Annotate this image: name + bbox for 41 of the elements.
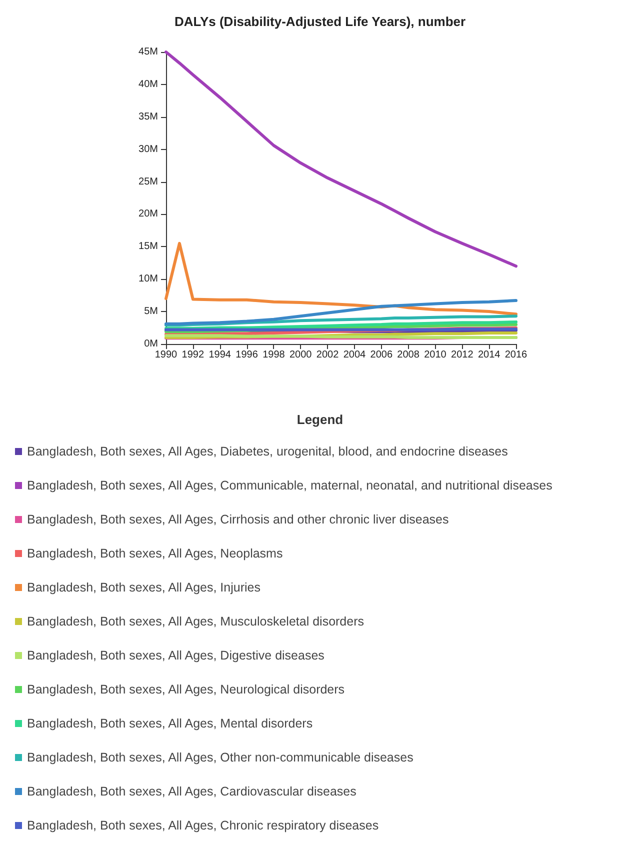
y-tick-label: 10M: [138, 274, 158, 285]
x-tick-label: 2012: [451, 350, 474, 360]
legend-label: Bangladesh, Both sexes, All Ages, Mental disorders: [27, 716, 313, 730]
x-tick-label: 1990: [154, 350, 178, 360]
x-tick-label: 1994: [208, 350, 232, 360]
legend-label: Bangladesh, Both sexes, All Ages, Cardiovascular diseases: [27, 784, 356, 798]
legend-label: Bangladesh, Both sexes, All Ages, Musculoskeletal disorders: [27, 614, 364, 628]
legend-label: Bangladesh, Both sexes, All Ages, Injuries: [27, 580, 260, 594]
x-tick-label: 1992: [182, 350, 204, 360]
y-tick-label: 25M: [138, 176, 158, 188]
x-tick-label: 2016: [504, 350, 528, 360]
x-tick-label: 2006: [370, 350, 393, 360]
y-tick-label: 20M: [138, 208, 158, 220]
line-series: [164, 242, 518, 316]
x-tick-label: 2002: [316, 350, 340, 360]
x-tick-label: 2008: [397, 350, 420, 360]
y-tick-label: 0M: [144, 338, 158, 350]
legend-title: Legend: [296, 412, 344, 427]
legend-label: Bangladesh, Both sexes, All Ages, Other non-communicable diseases: [27, 750, 414, 764]
x-tick-label: 2014: [478, 350, 501, 360]
chart-title: DALYs (Disability-Adjusted Life Years), number: [174, 14, 466, 29]
legend-label: Bangladesh, Both sexes, All Ages, Diabetes, urogenital, blood, and endocrine diseases: [27, 444, 508, 458]
y-tick-label: 45M: [138, 46, 158, 58]
line-series: [164, 299, 518, 326]
y-tick-label: 15M: [138, 241, 158, 252]
x-tick-label: 2004: [343, 350, 366, 360]
y-tick-label: 30M: [138, 144, 158, 155]
line-series: [164, 50, 518, 268]
legend-label: Bangladesh, Both sexes, All Ages, Communicable, maternal, neonatal, and nutritional diseases: [27, 478, 552, 492]
y-tick-label: 35M: [138, 111, 158, 122]
x-tick-label: 1998: [262, 350, 286, 360]
x-tick-label: 1996: [236, 350, 258, 360]
legend-label: Bangladesh, Both sexes, All Ages, Neurological disorders: [27, 682, 345, 696]
legend-label: Bangladesh, Both sexes, All Ages, Digestive diseases: [27, 648, 324, 662]
y-tick-label: 40M: [138, 78, 158, 90]
legend-label: Bangladesh, Both sexes, All Ages, Neoplasms: [27, 546, 283, 560]
y-tick-label: 5M: [144, 306, 158, 318]
legend-label: Bangladesh, Both sexes, All Ages, Cirrhosis and other chronic liver diseases: [27, 512, 449, 526]
x-tick-label: 2010: [424, 350, 447, 360]
legend-label: Bangladesh, Both sexes, All Ages, Chronic respiratory diseases: [27, 818, 379, 832]
x-tick-label: 2000: [289, 350, 312, 360]
